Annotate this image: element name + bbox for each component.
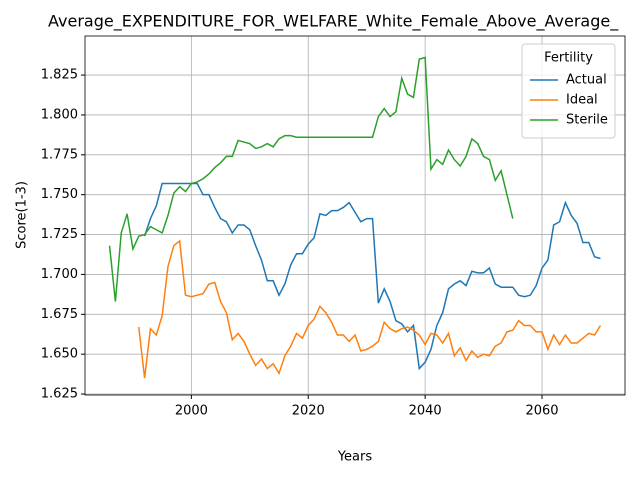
data-line — [138, 239, 602, 379]
x-tick-label: 2060 — [525, 404, 558, 419]
data-line — [143, 182, 601, 371]
y-tick-label: 1.650 — [41, 347, 78, 362]
legend-label: Sterile — [566, 113, 608, 128]
legend-label: Ideal — [566, 93, 598, 108]
legend-box — [521, 43, 616, 139]
y-tick-label: 1.625 — [41, 387, 78, 402]
y-axis-label: Score(1-3) — [15, 181, 30, 249]
y-tick-label: 1.775 — [41, 147, 78, 162]
x-tick-label: 2000 — [175, 404, 208, 419]
plot-frame — [84, 35, 626, 396]
y-tick-label: 1.750 — [41, 187, 78, 202]
y-tick-label: 1.675 — [41, 307, 78, 322]
chart-title: Average_EXPENDITURE_FOR_WELFARE_White_Fe… — [48, 12, 619, 32]
data-line — [108, 56, 514, 302]
legend-label: Actual — [566, 73, 607, 88]
x-tick-label: 2020 — [292, 404, 325, 419]
y-tick-label: 1.700 — [41, 267, 78, 282]
x-axis-label: Years — [337, 450, 373, 465]
legend-title: Fertility — [544, 51, 593, 66]
x-tick-label: 2040 — [409, 404, 442, 419]
y-tick-label: 1.725 — [41, 227, 78, 242]
y-tick-label: 1.800 — [41, 107, 78, 122]
y-tick-label: 1.825 — [41, 68, 78, 83]
